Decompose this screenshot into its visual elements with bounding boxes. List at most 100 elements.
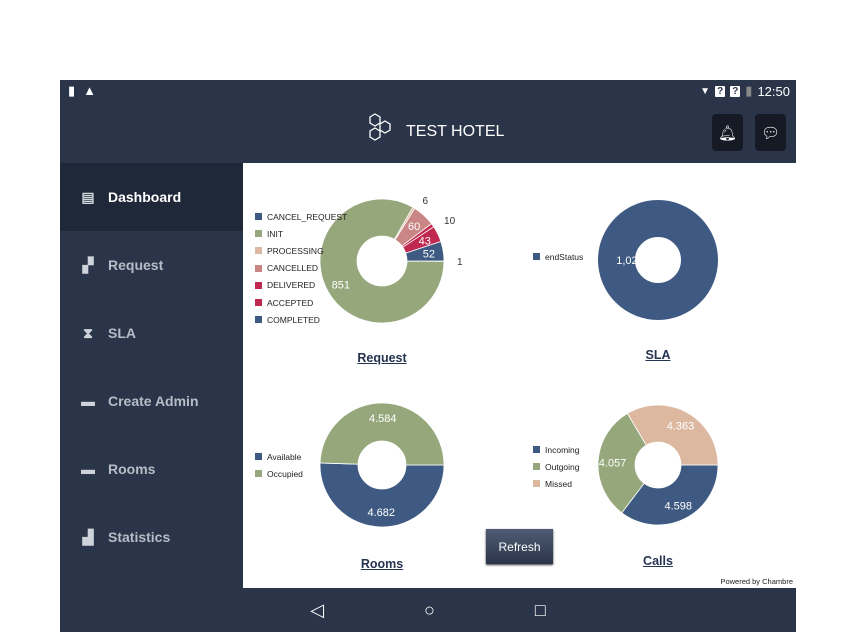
sidebar-item-rooms[interactable]: ▬ Rooms xyxy=(60,435,243,503)
legend-label: Incoming xyxy=(545,444,580,455)
tablet-screen: ▮ ▲ ▼?? ▮ 12:50 TEST HOTEL 🔔︎ 💬︎ ▤ Dashboard… xyxy=(60,80,796,632)
legend-item: PROCESSING xyxy=(255,242,347,259)
legend-label: endStatus xyxy=(545,251,584,262)
sidebar-item-label: Request xyxy=(108,257,164,273)
legend-label: INIT xyxy=(267,228,284,239)
clock: 12:50 xyxy=(757,83,790,99)
legend-swatch xyxy=(255,453,262,461)
hourglass-icon: ⧗ xyxy=(83,324,93,341)
legend-item: COMPLETED xyxy=(255,311,347,328)
legend-item: DELIVERED xyxy=(255,277,347,294)
legend-item: Incoming xyxy=(533,441,580,458)
request-legend: CANCEL_REQUEST INIT PROCESSING CANCELLED DEL… xyxy=(255,208,347,328)
sidebar-item-request[interactable]: ▞ Request xyxy=(60,231,243,299)
legend-item: endStatus xyxy=(533,248,583,265)
request-chart-title[interactable]: Request xyxy=(357,351,407,365)
legend-label: CANCEL_REQUEST xyxy=(267,211,348,222)
calls-data-label: 4.598 xyxy=(664,501,692,513)
home-icon[interactable]: ○ xyxy=(424,599,435,620)
sidebar-item-label: Statistics xyxy=(108,529,171,545)
legend-item: Outgoing xyxy=(533,458,580,475)
bed-icon: ▬ xyxy=(81,461,95,477)
sla-data-label: 1,022 xyxy=(616,255,644,267)
chat-button[interactable]: 💬︎ xyxy=(755,114,786,151)
calls-donut-chart: 4.598 4.057 4.363 xyxy=(597,404,719,526)
sidebar-item-create-admin[interactable]: ▬ Create Admin xyxy=(60,367,243,435)
calls-slice-missed[interactable] xyxy=(626,404,719,466)
calls-slice-outgoing[interactable] xyxy=(597,412,647,514)
battery-low-icon: ▮ xyxy=(745,83,753,98)
rooms-data-label: 4.682 xyxy=(367,507,395,519)
notifications-button[interactable]: 🔔︎ xyxy=(712,114,743,151)
legend-swatch xyxy=(255,299,262,307)
hotel-logo xyxy=(365,113,395,144)
battery-alert-icon: ▮ xyxy=(68,83,76,98)
legend-item: INIT xyxy=(255,225,347,242)
request-data-label: 6 xyxy=(422,196,428,207)
bed-icon: ▬ xyxy=(81,393,95,409)
legend-swatch xyxy=(255,316,262,324)
app-header: TEST HOTEL 🔔︎ 💬︎ xyxy=(60,101,796,163)
refresh-button[interactable]: Refresh xyxy=(486,529,553,564)
calls-data-label: 4.057 xyxy=(599,457,627,469)
calls-slice-incoming[interactable] xyxy=(621,464,719,526)
legend-swatch xyxy=(255,470,262,478)
request-data-label: 851 xyxy=(332,280,350,292)
legend-label: Available xyxy=(267,451,302,462)
rooms-data-label: 4.584 xyxy=(369,413,397,425)
legend-item: Missed xyxy=(533,475,580,492)
sim-unknown-icon: ? xyxy=(715,85,726,97)
legend-swatch xyxy=(533,446,540,454)
dashboard-content: 1 851 6 60 10 43 52 CANCEL_REQUEST INIT PROCESSIN… xyxy=(243,163,796,588)
android-nav-bar: ◁ ○ □ xyxy=(60,588,796,632)
request-slice-init[interactable] xyxy=(319,198,445,324)
sidebar-item-label: Create Admin xyxy=(108,393,199,409)
dashboard-icon: ▤ xyxy=(81,188,95,205)
sidebar-item-dashboard[interactable]: ▤ Dashboard xyxy=(60,163,243,231)
request-data-label: 43 xyxy=(419,235,431,247)
legend-label: CANCELLED xyxy=(267,263,319,274)
sidebar-item-label: SLA xyxy=(108,325,136,341)
legend-swatch xyxy=(255,281,262,289)
sim-unknown-icon: ? xyxy=(730,85,741,97)
legend-swatch xyxy=(255,264,262,272)
legend-swatch xyxy=(533,253,540,261)
sidebar-item-statistics[interactable]: ▟ Statistics xyxy=(60,503,243,571)
legend-label: Outgoing xyxy=(545,461,580,472)
request-data-label: 1 xyxy=(457,257,463,268)
legend-item: CANCELLED xyxy=(255,260,347,277)
sidebar: ▤ Dashboard ▞ Request ⧗ SLA ▬ Create Admin ▬… xyxy=(60,163,243,588)
legend-item: Available xyxy=(255,448,303,465)
legend-label: COMPLETED xyxy=(267,314,320,325)
chat-bubble-icon: 💬︎ xyxy=(760,124,781,142)
legend-label: ACCEPTED xyxy=(267,297,314,308)
legend-item: Occupied xyxy=(255,465,303,482)
legend-swatch xyxy=(255,247,262,255)
legend-swatch xyxy=(255,230,262,238)
wifi-icon: ▼ xyxy=(700,85,711,97)
rooms-chart-title[interactable]: Rooms xyxy=(360,557,404,571)
back-icon[interactable]: ◁ xyxy=(310,599,325,620)
request-data-label: 10 xyxy=(444,216,456,227)
legend-item: ACCEPTED xyxy=(255,294,347,311)
legend-label: DELIVERED xyxy=(267,280,316,291)
legend-label: Missed xyxy=(545,478,572,489)
sla-chart-title[interactable]: SLA xyxy=(645,348,671,362)
legend-swatch xyxy=(255,213,262,221)
rooms-legend: Available Occupied xyxy=(255,448,303,482)
calls-legend: Incoming Outgoing Missed xyxy=(533,441,580,493)
request-slice-completed[interactable] xyxy=(405,241,445,262)
bell-icon: 🔔︎ xyxy=(717,124,738,142)
recents-icon[interactable]: □ xyxy=(534,599,546,620)
warning-icon: ▲ xyxy=(83,83,97,98)
hotel-title: TEST HOTEL xyxy=(406,123,505,140)
legend-label: PROCESSING xyxy=(267,245,324,256)
legend-swatch xyxy=(533,480,540,488)
bar-chart-icon: ▟ xyxy=(82,528,94,545)
calls-chart-title[interactable]: Calls xyxy=(643,554,673,568)
rooms-slice-available[interactable] xyxy=(319,462,445,528)
rooms-slice-occupied[interactable] xyxy=(319,402,445,466)
sla-slice-endstatus[interactable] xyxy=(598,200,718,320)
sidebar-item-sla[interactable]: ⧗ SLA xyxy=(60,299,243,367)
